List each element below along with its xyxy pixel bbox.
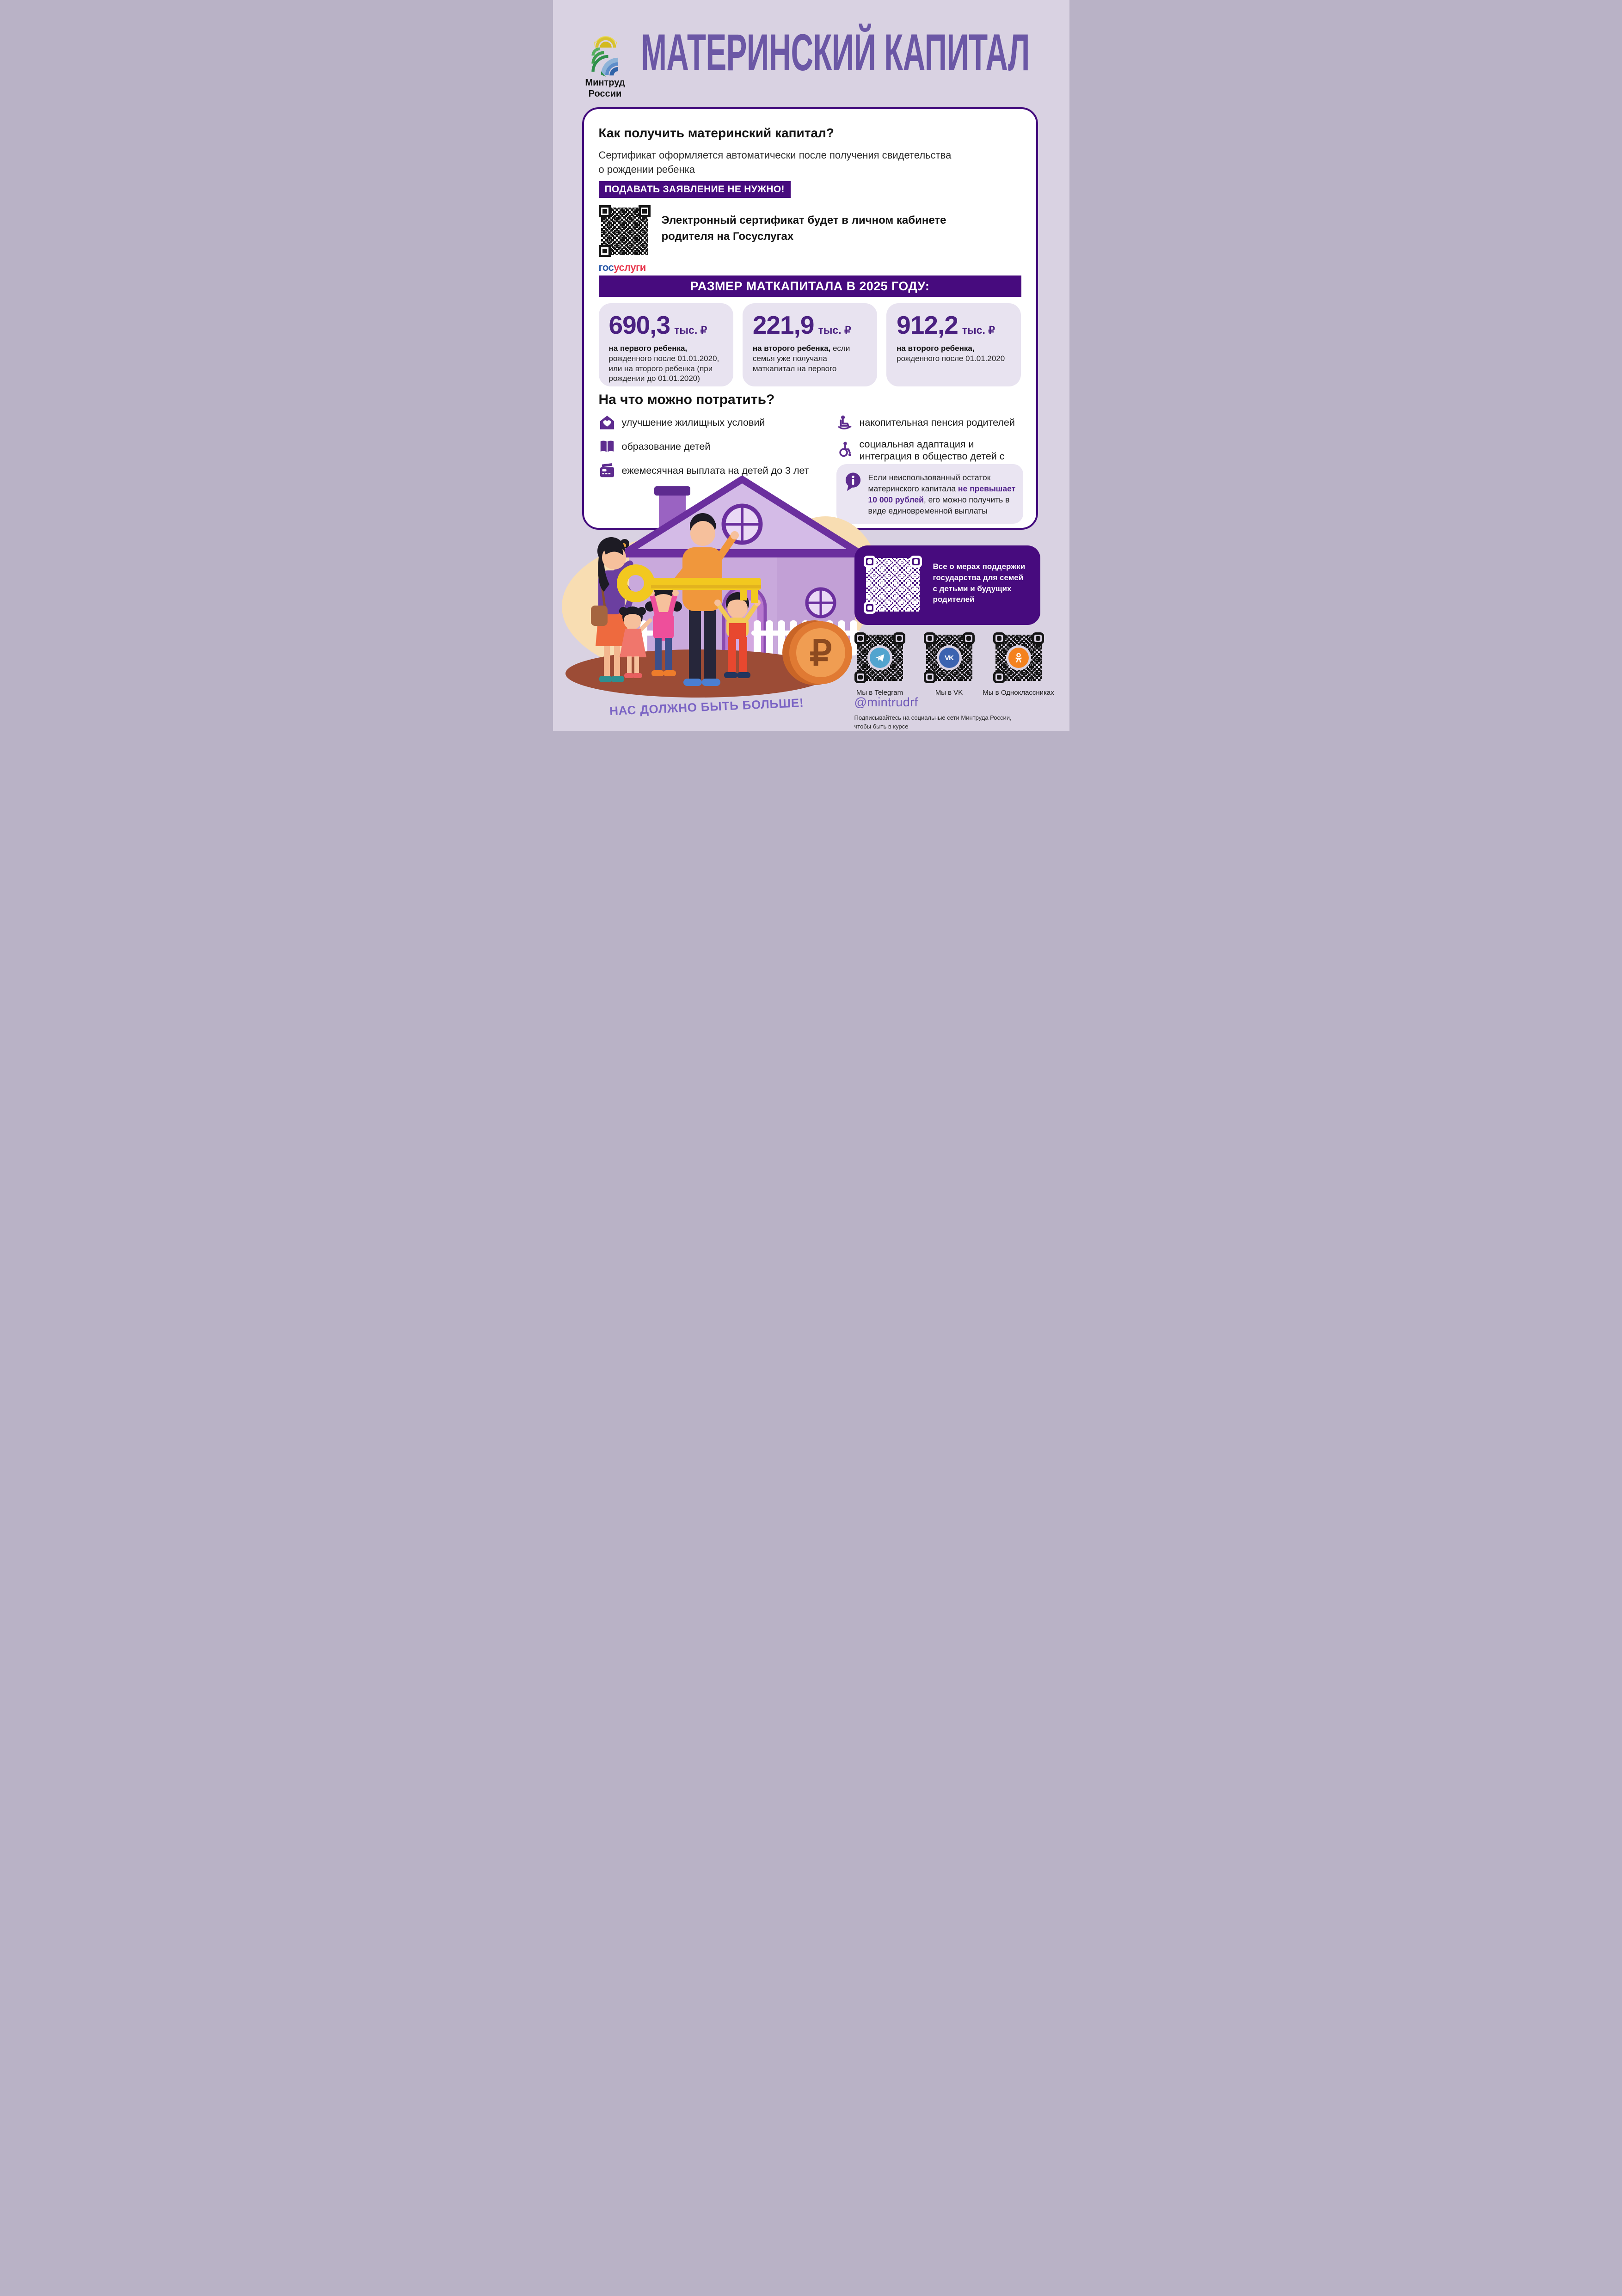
gosuslugi-qr-code bbox=[598, 205, 651, 257]
spend-list-left: улучшение жилищных условий образование д… bbox=[599, 414, 816, 486]
footer-note: Подписывайтесь на социальные сети Минтру… bbox=[854, 714, 1012, 731]
spend-label: образование детей bbox=[621, 441, 711, 452]
gosuslugi-wordmark: госуслуги bbox=[599, 262, 646, 274]
footer-note-line2: чтобы быть в курсе bbox=[854, 722, 909, 730]
support-qr-code bbox=[863, 556, 922, 614]
amount-description-lead: на второго ребенка, bbox=[897, 344, 975, 353]
info-note-post: , его можно получить в виде единовременн… bbox=[868, 495, 1010, 516]
amount-value-row: 690,3 тыс. ₽ bbox=[609, 312, 723, 338]
boy-figure bbox=[714, 592, 761, 678]
how-to-heading: Как получить материнский капитал? bbox=[598, 126, 834, 140]
logo-line-1: Минтруд bbox=[585, 78, 625, 88]
list-item: образование детей bbox=[599, 438, 816, 455]
spend-label: улучшение жилищных условий bbox=[621, 416, 765, 428]
certificate-note: Электронный сертификат будет в личном ка… bbox=[661, 214, 946, 243]
mintrud-logo-text: Минтруд России bbox=[567, 78, 644, 99]
spend-label: накопительная пенсия родителей bbox=[859, 416, 1015, 428]
amount-value: 221,9 bbox=[752, 311, 815, 339]
amount-cards-row: 690,3 тыс. ₽ на первого ребенка, рожденн… bbox=[598, 303, 1021, 386]
amount-value: 690,3 bbox=[608, 311, 671, 339]
open-book-icon bbox=[600, 441, 614, 453]
amount-value-row: 912,2 тыс. ₽ bbox=[897, 312, 1011, 338]
amount-description: на второго ребенка, если семья уже получ… bbox=[753, 343, 867, 373]
ok-label: Мы в Одноклассниках bbox=[983, 689, 1054, 697]
amount-value-row: 221,9 тыс. ₽ bbox=[753, 312, 867, 338]
footer-note-line1: Подписывайтесь на социальные сети Минтру… bbox=[854, 714, 1012, 721]
small-girl-figure bbox=[619, 606, 652, 678]
amount-description-lead: на первого ребенка, bbox=[608, 344, 688, 353]
list-item: улучшение жилищных условий bbox=[599, 414, 816, 431]
telegram-qr-code bbox=[854, 632, 905, 683]
size-banner: РАЗМЕР МАТКАПИТАЛА В 2025 ГОДУ: bbox=[598, 276, 1021, 297]
amount-description: на второго ребенка, рожденного после 01.… bbox=[897, 343, 1011, 364]
gosuslugi-wordmark-blue: гос bbox=[598, 262, 614, 273]
ok-qr-code bbox=[993, 632, 1044, 683]
info-note-box: Если неиспользованный остаток материнско… bbox=[836, 464, 1023, 524]
amount-unit: тыс. ₽ bbox=[674, 324, 707, 336]
vk-label: Мы в VK bbox=[935, 689, 963, 697]
support-text: Все о мерах поддержки государства для се… bbox=[933, 562, 1026, 604]
house-heart-icon bbox=[600, 416, 614, 429]
pension-chair-icon bbox=[838, 415, 851, 429]
ruble-coin: ₽ bbox=[782, 620, 852, 685]
list-item: ежемесячная выплата на детей до 3 лет bbox=[599, 462, 816, 479]
ok-icon bbox=[1006, 645, 1031, 670]
golden-key bbox=[616, 564, 761, 603]
no-application-badge: ПОДАВАТЬ ЗАЯВЛЕНИЕ НЕ НУЖНО! bbox=[598, 181, 791, 198]
spend-heading: На что можно потратить? bbox=[598, 392, 775, 407]
mintrud-logo-icon bbox=[591, 36, 618, 77]
page-title: МАТЕРИНСКИЙ КАПИТАЛ bbox=[640, 24, 1030, 81]
amount-card-second-child-repeat: 221,9 тыс. ₽ на второго ребенка, если се… bbox=[742, 303, 878, 386]
gosuslugi-wordmark-red: услуги bbox=[614, 262, 646, 273]
list-item: накопительная пенсия родителей bbox=[836, 414, 1026, 431]
telegram-icon bbox=[867, 645, 892, 670]
amount-unit: тыс. ₽ bbox=[818, 324, 851, 336]
poster: Минтруд России МАТЕРИНСКИЙ КАПИТАЛ Как п… bbox=[553, 0, 1069, 731]
mom-figure bbox=[590, 537, 633, 682]
amount-value: 912,2 bbox=[897, 311, 958, 339]
amount-card-first-child: 690,3 тыс. ₽ на первого ребенка, рожденн… bbox=[598, 303, 733, 386]
amount-card-second-child: 912,2 тыс. ₽ на второго ребенка, рожденн… bbox=[886, 303, 1021, 386]
amount-description-rest: рожденного после 01.01.2020, или на втор… bbox=[608, 354, 719, 383]
logo-line-2: России bbox=[588, 88, 622, 99]
amount-unit: тыс. ₽ bbox=[962, 324, 995, 336]
info-note-pre: Если неиспользованный остаток материнско… bbox=[868, 473, 991, 494]
spend-label: ежемесячная выплата на детей до 3 лет bbox=[621, 465, 809, 476]
svg-text:₽: ₽ bbox=[809, 634, 831, 673]
main-card: Как получить материнский капитал? Сертиф… bbox=[582, 107, 1038, 530]
vk-icon: VK bbox=[936, 645, 962, 670]
family-house-illustration: ₽ bbox=[561, 476, 879, 698]
wheelchair-icon bbox=[839, 441, 851, 457]
info-icon bbox=[845, 472, 860, 491]
amount-description-lead: на второго ребенка, bbox=[752, 344, 831, 353]
amount-description: на первого ребенка, рожденного после 01.… bbox=[609, 343, 723, 384]
amount-description-rest: если семья уже получала маткапитал на пе… bbox=[752, 344, 850, 373]
payment-card-icon bbox=[600, 462, 614, 478]
telegram-label: Мы в Telegram bbox=[856, 689, 903, 697]
info-note-bold: не превышает 10 000 рублей bbox=[868, 484, 1016, 505]
vk-qr-code: VK bbox=[923, 632, 975, 683]
amount-description-rest: рожденного после 01.01.2020 bbox=[897, 354, 1005, 363]
info-note-text: Если неиспользованный остаток материнско… bbox=[868, 472, 1016, 517]
how-to-description: Сертификат оформляется автоматически пос… bbox=[598, 149, 952, 176]
social-handle: @mintrudrf bbox=[854, 695, 918, 709]
support-qr-box: Все о мерах поддержки государства для се… bbox=[854, 545, 1040, 625]
